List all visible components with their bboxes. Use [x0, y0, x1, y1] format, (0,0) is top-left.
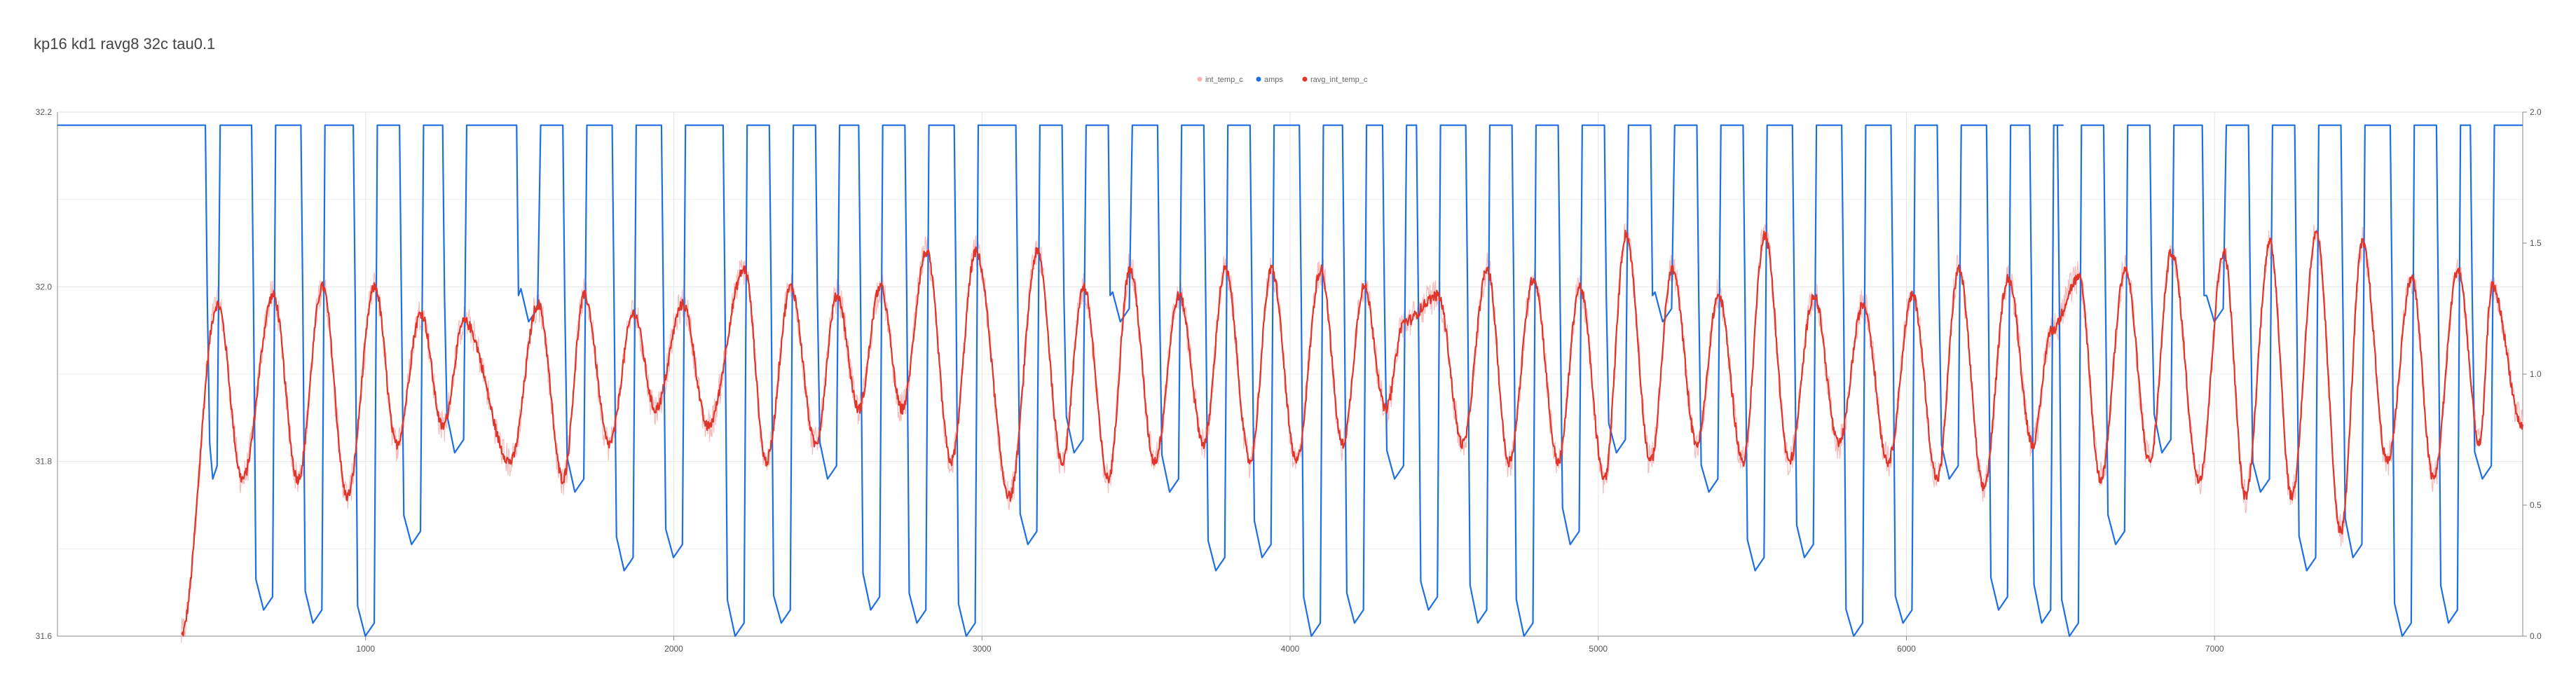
legend-item-amps-label[interactable]: amps [1264, 76, 1283, 84]
y-left-tick-label: 32.0 [36, 282, 53, 291]
x-tick-label: 5000 [1589, 644, 1608, 654]
y-left-tick-label: 32.2 [36, 107, 53, 117]
chart-title: kp16 kd1 ravg8 32c tau0.1 [34, 35, 216, 53]
y-left-tick-label: 31.8 [36, 457, 53, 467]
legend-item-ravg-int-temp-c-label[interactable]: ravg_int_temp_c [1310, 76, 1368, 84]
x-tick-label: 1000 [356, 644, 375, 654]
y-right-tick-label: 0.0 [2530, 631, 2542, 641]
legend-item-int-temp-c-marker[interactable] [1197, 76, 1203, 82]
legend-item-ravg-int-temp-c-marker[interactable] [1302, 76, 1308, 82]
y-right-tick-label: 1.0 [2530, 369, 2542, 379]
x-tick-label: 3000 [973, 644, 992, 654]
y-right-tick-label: 1.5 [2530, 238, 2542, 248]
x-tick-label: 2000 [664, 644, 683, 654]
y-left-tick-label: 31.6 [36, 631, 53, 641]
x-tick-label: 4000 [1281, 644, 1300, 654]
legend-item-amps-marker[interactable] [1256, 76, 1261, 82]
series-ravg-int-temp-c-line [181, 229, 2524, 637]
x-tick-label: 7000 [2205, 644, 2224, 654]
series-amps-line [57, 124, 2523, 638]
y-right-tick-label: 0.5 [2530, 500, 2542, 510]
x-tick-label: 6000 [1897, 644, 1916, 654]
legend-item-int-temp-c-label[interactable]: int_temp_c [1205, 76, 1243, 84]
y-right-tick-label: 2.0 [2530, 107, 2542, 117]
